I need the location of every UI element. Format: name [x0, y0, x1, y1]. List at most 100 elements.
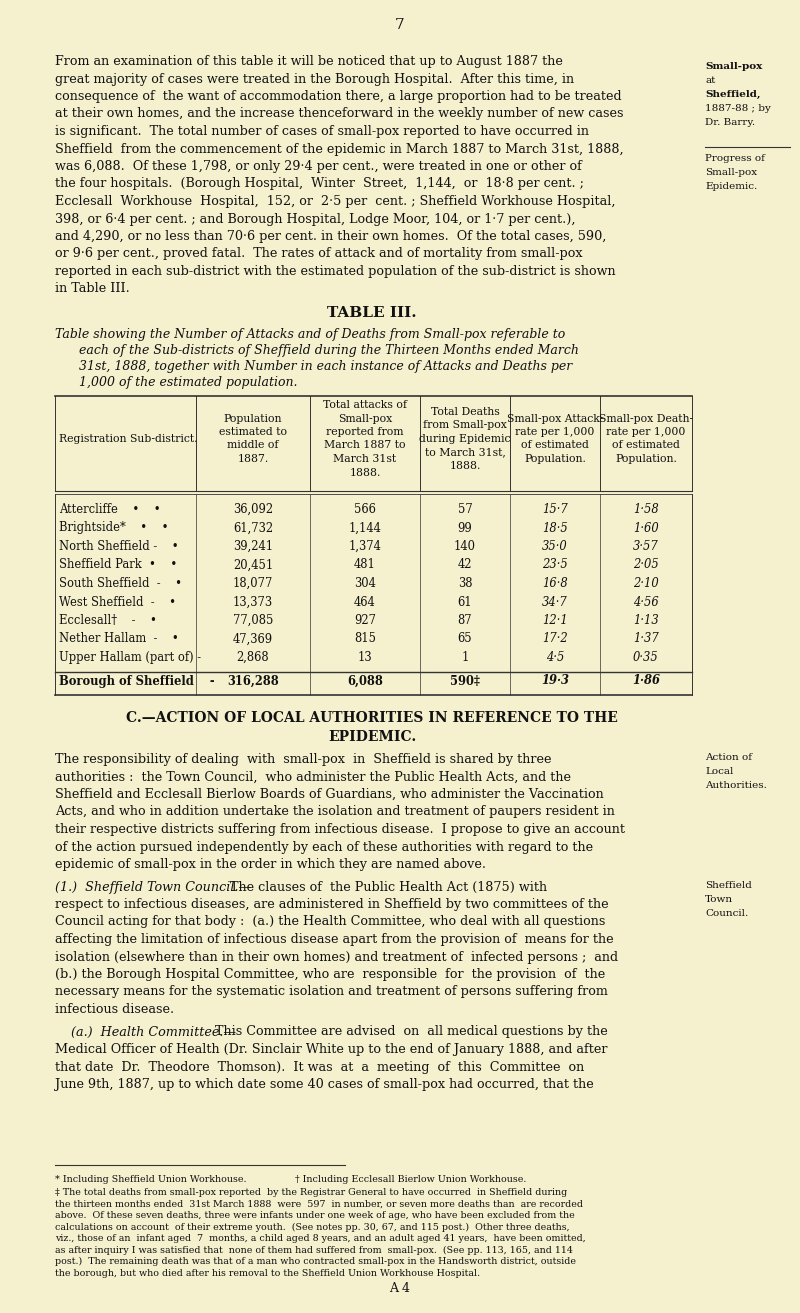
Text: the thirteen months ended  31st March 1888  were  597  in number, or seven more : the thirteen months ended 31st March 188…: [55, 1200, 583, 1208]
Text: 35·0: 35·0: [542, 540, 568, 553]
Text: 464: 464: [354, 596, 376, 608]
Text: C.—ACTION OF LOCAL AUTHORITIES IN REFERENCE TO THE: C.—ACTION OF LOCAL AUTHORITIES IN REFERE…: [126, 712, 618, 725]
Text: calculations on account  of their extreme youth.  (See notes pp. 30, 67, and 115: calculations on account of their extreme…: [55, 1222, 570, 1232]
Text: of estimated: of estimated: [521, 440, 589, 450]
Text: Small-pox: Small-pox: [705, 168, 757, 177]
Text: 61: 61: [458, 596, 472, 608]
Text: West Sheffield  -    •: West Sheffield - •: [59, 596, 176, 608]
Text: 61,732: 61,732: [233, 521, 273, 534]
Text: Authorities.: Authorities.: [705, 781, 767, 790]
Text: respect to infectious diseases, are administered in Sheffield by two committees : respect to infectious diseases, are admi…: [55, 898, 609, 911]
Text: 2,868: 2,868: [237, 651, 270, 664]
Text: 19·3: 19·3: [541, 675, 569, 688]
Text: (1.)  Sheffield Town Council.—: (1.) Sheffield Town Council.—: [55, 881, 251, 894]
Text: ‡ The total deaths from small-pox reported  by the Registrar General to have occ: ‡ The total deaths from small-pox report…: [55, 1188, 567, 1197]
Text: Council.: Council.: [705, 909, 748, 918]
Text: 1,000 of the estimated population.: 1,000 of the estimated population.: [55, 376, 298, 389]
Text: 18,077: 18,077: [233, 576, 273, 590]
Text: 15·7: 15·7: [542, 503, 568, 516]
Text: Attercliffe    •    •: Attercliffe • •: [59, 503, 161, 516]
Text: 23·5: 23·5: [542, 558, 568, 571]
Text: TABLE III.: TABLE III.: [327, 306, 417, 320]
Text: rate per 1,000: rate per 1,000: [515, 427, 594, 437]
Text: March 1887 to: March 1887 to: [324, 440, 406, 450]
Text: Nether Hallam  -    •: Nether Hallam - •: [59, 633, 178, 646]
Text: Registration Sub-district.: Registration Sub-district.: [59, 433, 198, 444]
Text: Total attacks of: Total attacks of: [323, 400, 407, 410]
Text: 13,373: 13,373: [233, 596, 273, 608]
Text: Council acting for that body :  (a.) the Health Committee, who deal with all que: Council acting for that body : (a.) the …: [55, 915, 606, 928]
Text: great majority of cases were treated in the Borough Hospital.  After this time, : great majority of cases were treated in …: [55, 72, 574, 85]
Text: 16·8: 16·8: [542, 576, 568, 590]
Text: at: at: [705, 76, 715, 85]
Text: rate per 1,000: rate per 1,000: [606, 427, 686, 437]
Text: 87: 87: [458, 614, 472, 628]
Text: necessary means for the systematic isolation and treatment of persons suffering : necessary means for the systematic isola…: [55, 986, 608, 998]
Text: 2·05: 2·05: [633, 558, 659, 571]
Text: 1887.: 1887.: [238, 454, 269, 463]
Text: their respective districts suffering from infectious disease.  I propose to give: their respective districts suffering fro…: [55, 823, 625, 836]
Text: from Small-pox: from Small-pox: [423, 420, 507, 431]
Text: Sheffield,: Sheffield,: [705, 91, 761, 98]
Text: post.)  The remaining death was that of a man who contracted small-pox in the Ha: post.) The remaining death was that of a…: [55, 1257, 576, 1266]
Text: 6,088: 6,088: [347, 675, 383, 688]
Text: Action of: Action of: [705, 752, 752, 762]
Text: 304: 304: [354, 576, 376, 590]
Text: EPIDEMIC.: EPIDEMIC.: [328, 730, 416, 744]
Text: 42: 42: [458, 558, 472, 571]
Text: South Sheffield  -    •: South Sheffield - •: [59, 576, 182, 590]
Text: 481: 481: [354, 558, 376, 571]
Text: each of the Sub-districts of Sheffield during the Thirteen Months ended March: each of the Sub-districts of Sheffield d…: [55, 344, 579, 357]
Text: 65: 65: [458, 633, 472, 646]
Text: 7: 7: [395, 18, 405, 32]
Text: 590‡: 590‡: [450, 675, 480, 688]
Text: was 6,088.  Of these 1,798, or only 29·4 per cent., were treated in one or other: was 6,088. Of these 1,798, or only 29·4 …: [55, 160, 582, 173]
Text: 1887-88 ; by: 1887-88 ; by: [705, 104, 771, 113]
Text: 57: 57: [458, 503, 472, 516]
Text: Borough of Sheffield    -: Borough of Sheffield -: [59, 675, 214, 688]
Text: 1·58: 1·58: [633, 503, 659, 516]
Text: 0·35: 0·35: [633, 651, 659, 664]
Text: during Epidemic: during Epidemic: [419, 433, 510, 444]
Text: 77,085: 77,085: [233, 614, 273, 628]
Text: Progress of: Progress of: [705, 154, 765, 163]
Text: Small-pox: Small-pox: [705, 62, 762, 71]
Text: 566: 566: [354, 503, 376, 516]
Text: Sheffield Park  •    •: Sheffield Park • •: [59, 558, 178, 571]
Text: of the action pursued independently by each of these authorities with regard to : of the action pursued independently by e…: [55, 840, 593, 853]
Text: at their own homes, and the increase thenceforward in the weekly number of new c: at their own homes, and the increase the…: [55, 108, 623, 121]
Text: The responsibility of dealing  with  small-pox  in  Sheffield is shared by three: The responsibility of dealing with small…: [55, 752, 551, 765]
Text: 1,374: 1,374: [349, 540, 382, 553]
Text: March 31st: March 31st: [334, 454, 397, 463]
Text: epidemic of small-pox in the order in which they are named above.: epidemic of small-pox in the order in wh…: [55, 857, 486, 871]
Text: to March 31st,: to March 31st,: [425, 448, 506, 457]
Text: Ecclesall  Workhouse  Hospital,  152, or  2·5 per  cent. ; Sheffield Workhouse H: Ecclesall Workhouse Hospital, 152, or 2·…: [55, 196, 615, 207]
Text: 1·13: 1·13: [633, 614, 659, 628]
Text: 13: 13: [358, 651, 372, 664]
Text: A 4: A 4: [390, 1281, 410, 1295]
Text: 4·56: 4·56: [633, 596, 659, 608]
Text: 1·60: 1·60: [633, 521, 659, 534]
Text: 1,144: 1,144: [349, 521, 382, 534]
Text: 316,288: 316,288: [227, 675, 279, 688]
Text: 4·5: 4·5: [546, 651, 564, 664]
Text: or 9·6 per cent., proved fatal.  The rates of attack and of mortality from small: or 9·6 per cent., proved fatal. The rate…: [55, 247, 582, 260]
Text: 17·2: 17·2: [542, 633, 568, 646]
Text: 140: 140: [454, 540, 476, 553]
Text: Total Deaths: Total Deaths: [430, 407, 499, 416]
Text: 927: 927: [354, 614, 376, 628]
Text: Brightside*    •    •: Brightside* • •: [59, 521, 169, 534]
Text: Upper Hallam (part of) -: Upper Hallam (part of) -: [59, 651, 201, 664]
Text: 12·1: 12·1: [542, 614, 568, 628]
Text: 47,369: 47,369: [233, 633, 273, 646]
Text: 18·5: 18·5: [542, 521, 568, 534]
Text: and 4,290, or no less than 70·6 per cent. in their own homes.  Of the total case: and 4,290, or no less than 70·6 per cent…: [55, 230, 606, 243]
Text: 1888.: 1888.: [350, 467, 381, 478]
Text: in Table III.: in Table III.: [55, 282, 130, 295]
Text: 1: 1: [462, 651, 469, 664]
Text: Epidemic.: Epidemic.: [705, 183, 758, 190]
Text: 38: 38: [458, 576, 472, 590]
Text: Dr. Barry.: Dr. Barry.: [705, 118, 755, 127]
Text: 1·86: 1·86: [632, 675, 660, 688]
Text: authorities :  the Town Council,  who administer the Public Health Acts, and the: authorities : the Town Council, who admi…: [55, 771, 571, 784]
